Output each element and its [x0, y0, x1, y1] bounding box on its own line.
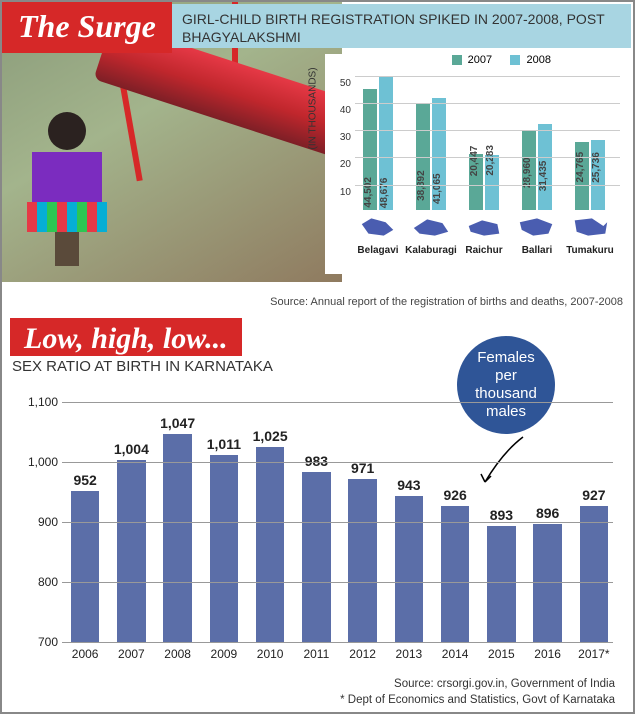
surge-category-label: Tumakuru: [562, 245, 618, 256]
ratio-panel: Low, high, low... SEX RATIO AT BIRTH IN …: [2, 312, 633, 712]
ratio-source-line1: Source: crsorgi.gov.in, Government of In…: [340, 676, 615, 692]
district-shape-icon: [569, 214, 611, 240]
surge-bar-value: 24,765: [575, 126, 589, 210]
infographic-container: GIRL-CHILD BIRTH REGISTRATION SPIKED IN …: [0, 0, 635, 714]
ratio-category-label: 2014: [437, 642, 474, 661]
ratio-bar: [487, 526, 516, 642]
surge-gridline: [355, 185, 620, 186]
surge-y-tick: 30: [340, 132, 351, 143]
surge-y-axis: 10 20 30 40 50: [325, 62, 353, 212]
surge-bar-value: 31,435: [538, 144, 552, 210]
ratio-gridline: [62, 462, 613, 463]
surge-category-label: Belagavi: [350, 245, 406, 256]
surge-bar-value: 20,283: [485, 113, 499, 210]
ratio-y-tick: 1,000: [22, 455, 58, 469]
surge-gridline: [355, 103, 620, 104]
ratio-title: Low, high, low...: [10, 318, 242, 356]
surge-bar-value: 20,447: [469, 114, 483, 210]
ratio-category-label: 2016: [529, 642, 566, 661]
ratio-bar: [256, 447, 285, 642]
ratio-bar: [302, 472, 331, 642]
ratio-source-line2: * Dept of Economics and Statistics, Govt…: [340, 692, 615, 708]
ratio-category-label: 2012: [344, 642, 381, 661]
ratio-bar-value: 1,025: [252, 428, 289, 447]
ratio-category-label: 2007: [113, 642, 150, 661]
surge-y-tick: 50: [340, 78, 351, 89]
ratio-bar: [163, 434, 192, 642]
ratio-bar-value: 893: [483, 507, 520, 526]
ratio-category-label: 2011: [298, 642, 335, 661]
surge-gridline: [355, 157, 620, 158]
ratio-category-label: 2006: [67, 642, 104, 661]
surge-bar-value: 28,960: [522, 137, 536, 210]
ratio-bar: [210, 455, 239, 642]
ratio-category-label: 2008: [159, 642, 196, 661]
surge-y-tick: 40: [340, 105, 351, 116]
ratio-gridline: [62, 522, 613, 523]
surge-source: Source: Annual report of the registratio…: [270, 296, 623, 308]
ratio-bar-value: 926: [437, 487, 474, 506]
ratio-bar-value: 943: [391, 477, 428, 496]
ratio-y-tick: 700: [22, 635, 58, 649]
ratio-bar: [580, 506, 609, 642]
ratio-bar-value: 1,047: [159, 415, 196, 434]
surge-plot: 44,50248,676Belagavi38,89241,065Kalabura…: [355, 62, 620, 242]
ratio-category-label: 2009: [206, 642, 243, 661]
ratio-y-tick: 900: [22, 515, 58, 529]
ratio-subtitle: SEX RATIO AT BIRTH IN KARNATAKA: [12, 358, 273, 375]
surge-panel: GIRL-CHILD BIRTH REGISTRATION SPIKED IN …: [2, 2, 633, 312]
surge-y-label: (IN THOUSANDS): [308, 67, 319, 149]
district-shape-icon: [357, 214, 399, 240]
surge-category-label: Ballari: [509, 245, 565, 256]
surge-y-tick: 10: [340, 187, 351, 198]
ratio-y-tick: 800: [22, 575, 58, 589]
surge-title: The Surge: [2, 2, 172, 53]
ratio-bar-value: 1,004: [113, 441, 150, 460]
surge-gridline: [355, 76, 620, 77]
district-shape-icon: [410, 214, 452, 240]
surge-y-tick: 20: [340, 159, 351, 170]
surge-bar-value: 48,676: [379, 191, 393, 210]
ratio-chart: 952 2006 1,004 2007 1,047 2008 1,011 2009 1,025 2…: [22, 402, 613, 672]
ratio-bar: [395, 496, 424, 642]
surge-bar-value: 41,065: [432, 170, 446, 210]
ratio-bar: [533, 524, 562, 642]
ratio-source: Source: crsorgi.gov.in, Government of In…: [340, 676, 615, 708]
ratio-bar: [348, 479, 377, 642]
ratio-gridline: [62, 642, 613, 643]
ratio-category-label: 2017*: [576, 642, 613, 661]
ratio-bar-value: 927: [576, 487, 613, 506]
surge-subtitle: GIRL-CHILD BIRTH REGISTRATION SPIKED IN …: [172, 4, 631, 48]
district-shape-icon: [516, 214, 558, 240]
surge-category-label: Raichur: [456, 245, 512, 256]
ratio-bar: [71, 491, 100, 642]
surge-bar-value: 25,736: [591, 128, 605, 210]
surge-chart: 2007 2008 (IN THOUSANDS) 1020304050 44,5…: [325, 54, 625, 274]
ratio-gridline: [62, 582, 613, 583]
ratio-bar-value: 1,011: [206, 436, 243, 455]
surge-bar-value: 38,892: [416, 164, 430, 210]
ratio-category-label: 2013: [391, 642, 428, 661]
ratio-category-label: 2015: [483, 642, 520, 661]
ratio-gridline: [62, 402, 613, 403]
surge-gridline: [355, 130, 620, 131]
surge-category-label: Kalaburagi: [403, 245, 459, 256]
ratio-bar: [117, 460, 146, 642]
girl-figure: [27, 112, 107, 252]
ratio-bar: [441, 506, 470, 642]
ratio-y-tick: 1,100: [22, 395, 58, 409]
district-shape-icon: [463, 214, 505, 240]
ratio-bar-value: 952: [67, 472, 104, 491]
ratio-bar-value: 971: [344, 460, 381, 479]
ratio-category-label: 2010: [252, 642, 289, 661]
